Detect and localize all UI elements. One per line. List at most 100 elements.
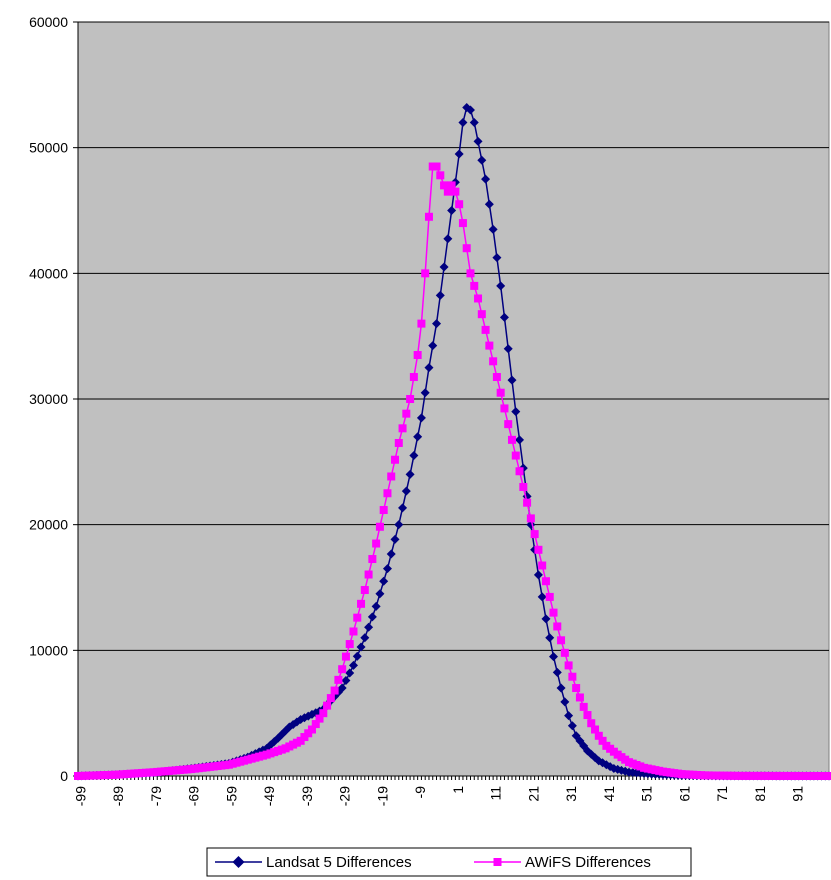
data-point [530,530,539,539]
data-point [345,668,355,678]
data-point [598,736,607,745]
data-point [553,622,562,631]
data-point [560,697,570,707]
data-point [443,234,453,244]
data-point [549,652,559,662]
data-point [353,613,362,622]
data-point [499,312,509,322]
data-point [564,661,573,670]
data-point [533,570,543,580]
data-point [375,589,385,599]
series-1 [74,162,831,780]
data-point [435,290,445,300]
data-point [421,269,430,278]
data-point [492,253,502,263]
x-tick-label: -9 [412,786,428,799]
data-point [496,388,505,397]
legend: Landsat 5 Differences AWiFS Differences [206,847,692,877]
data-point [337,683,347,693]
data-point [568,672,577,681]
data-point [560,648,569,657]
data-point [382,564,392,574]
data-point [357,599,366,608]
data-point [394,438,403,447]
data-point [485,341,494,350]
data-point [545,633,555,643]
data-point [489,357,498,366]
data-point [409,451,419,461]
data-point [372,539,381,548]
data-point [417,319,426,328]
data-point [594,731,603,740]
data-point [349,627,358,636]
data-point [323,701,332,710]
data-point [416,413,426,423]
legend-marker-landsat [232,856,245,868]
data-point [307,725,316,734]
data-point [432,319,442,329]
data-point [515,435,525,445]
y-tick-label: 30000 [29,391,68,407]
data-point [311,720,320,729]
data-point [383,489,392,498]
data-point [315,714,324,723]
data-point [541,577,550,586]
x-tick-label: -19 [374,786,390,806]
data-point [424,363,434,373]
data-point [379,506,388,515]
y-axis: 0 10000 20000 30000 40000 50000 60000 [29,14,79,784]
data-point [424,212,433,221]
data-point [458,118,468,128]
data-point [401,486,411,496]
data-point [439,262,449,272]
data-point [454,149,464,159]
data-point [541,614,551,624]
x-tick-label: -39 [299,786,315,806]
data-point [443,187,452,196]
data-point [379,576,389,586]
legend-label-awifs: AWiFS Differences [525,854,651,871]
data-point [534,545,543,554]
y-tick-label: 10000 [29,642,68,658]
data-point [507,375,517,385]
data-point [515,467,524,476]
x-tick-label: 51 [639,786,655,802]
data-point [549,608,558,617]
data-point [484,199,494,209]
data-point [507,435,516,444]
data-point [364,622,374,632]
data-point [504,420,513,429]
data-point [458,219,467,228]
data-point [375,522,384,531]
data-point [326,694,335,703]
data-point [496,281,506,291]
x-tick-label: -99 [72,786,88,806]
data-point [492,373,501,382]
data-point [364,570,373,579]
data-point [591,725,600,734]
legend-box [206,847,692,877]
data-point [413,432,423,442]
x-tick-label: 81 [752,786,768,802]
data-point [465,105,475,115]
data-point [500,404,509,413]
data-point [477,310,486,319]
data-point [583,711,592,720]
data-point [470,281,479,290]
x-tick-label: 71 [714,786,730,802]
data-point [356,642,366,652]
x-tick-label: -69 [186,786,202,806]
data-point [567,721,577,731]
data-point [552,667,562,677]
data-point [405,469,415,479]
x-tick-label: -49 [261,786,277,806]
data-point [503,344,513,354]
data-point [390,534,400,544]
x-tick-label: 41 [601,786,617,802]
data-point [406,395,415,403]
data-point [455,200,464,209]
data-point [428,341,438,351]
data-point [371,601,381,611]
legend-marker-awifs [493,858,502,866]
